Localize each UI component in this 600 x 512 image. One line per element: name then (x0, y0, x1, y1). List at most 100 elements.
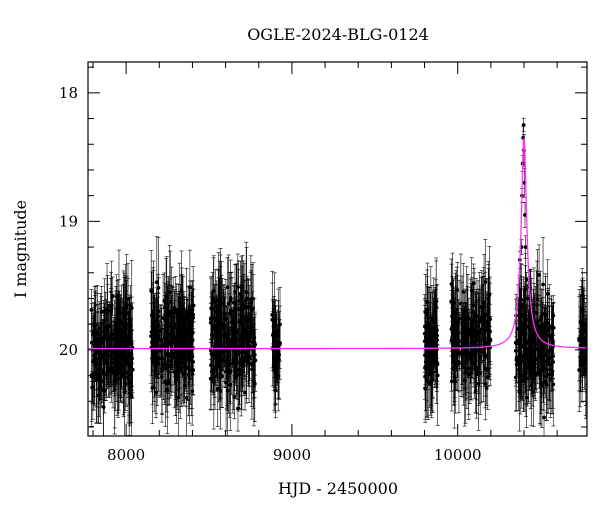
point-marker (109, 336, 114, 341)
point-marker (108, 309, 113, 313)
data-point (163, 282, 168, 333)
point-marker (171, 335, 175, 340)
data-point (277, 319, 282, 369)
data-point (236, 260, 241, 342)
data-point (163, 334, 168, 403)
point-marker (168, 358, 173, 363)
point-marker (106, 367, 111, 372)
point-marker (93, 333, 98, 338)
point-marker (183, 340, 188, 345)
data-point (468, 287, 473, 384)
point-marker (176, 314, 181, 319)
point-marker (171, 325, 176, 330)
point-marker (169, 309, 174, 314)
point-marker (160, 374, 164, 379)
point-marker (470, 329, 475, 334)
point-marker (99, 379, 104, 384)
data-point (151, 324, 156, 357)
data-point (154, 371, 159, 415)
data-point (175, 343, 180, 410)
point-marker (154, 390, 159, 395)
point-marker (164, 294, 169, 299)
point-marker (424, 341, 429, 346)
point-marker (272, 334, 277, 338)
data-point (470, 317, 475, 369)
data-point (183, 322, 188, 362)
data-point (470, 284, 475, 379)
data-point (165, 286, 170, 389)
point-marker (113, 328, 118, 333)
point-marker (211, 297, 216, 301)
point-marker (426, 380, 431, 385)
point-marker (470, 341, 475, 346)
point-marker (155, 344, 159, 349)
point-marker (240, 305, 244, 310)
point-marker (277, 342, 282, 347)
data-point (213, 284, 218, 353)
point-marker (218, 372, 222, 376)
data-point (461, 263, 466, 321)
point-marker (222, 312, 227, 317)
point-marker (253, 342, 257, 347)
data-point (122, 336, 127, 392)
point-marker (225, 285, 230, 290)
point-marker (105, 357, 110, 361)
data-point (89, 289, 94, 331)
data-point (159, 331, 164, 423)
point-marker (236, 298, 241, 303)
point-marker (423, 360, 428, 364)
data-point (176, 283, 181, 370)
point-marker (91, 330, 95, 335)
point-marker (429, 371, 434, 376)
point-marker (104, 327, 109, 332)
point-marker (190, 331, 195, 336)
data-point (247, 298, 252, 342)
data-point (228, 259, 233, 362)
point-marker (452, 379, 457, 384)
point-marker (154, 318, 159, 323)
point-marker (156, 314, 160, 319)
data-point (155, 273, 160, 360)
point-marker (150, 385, 155, 390)
point-marker (186, 311, 190, 316)
data-point (104, 302, 109, 357)
point-marker (166, 354, 171, 359)
point-marker (247, 357, 252, 361)
point-marker (121, 372, 126, 377)
point-marker (468, 356, 473, 361)
point-marker (219, 350, 224, 355)
data-point (226, 337, 231, 378)
point-marker (214, 309, 219, 314)
point-marker (186, 343, 191, 348)
point-marker (211, 371, 215, 375)
data-point (218, 304, 223, 361)
point-marker (251, 361, 256, 365)
point-marker (473, 389, 478, 394)
data-point (106, 350, 111, 388)
data-point (434, 285, 439, 388)
point-marker (244, 290, 249, 295)
point-marker (434, 334, 439, 339)
point-marker (178, 354, 182, 358)
point-marker (163, 313, 168, 317)
point-marker (89, 308, 94, 312)
point-marker (449, 282, 454, 286)
point-marker (226, 355, 231, 359)
point-marker (92, 323, 97, 328)
data-point (119, 285, 124, 389)
point-marker (270, 313, 275, 317)
point-marker (168, 313, 172, 318)
data-point (123, 317, 128, 364)
data-point (186, 306, 191, 385)
data-point (249, 270, 254, 336)
point-marker (272, 368, 276, 372)
point-marker (242, 355, 247, 359)
point-marker (208, 376, 213, 381)
data-point (170, 302, 175, 372)
data-point (237, 338, 242, 409)
point-marker (218, 330, 222, 335)
point-marker (235, 350, 240, 355)
point-marker (237, 371, 242, 376)
data-point (191, 296, 196, 333)
data-point (109, 321, 114, 356)
